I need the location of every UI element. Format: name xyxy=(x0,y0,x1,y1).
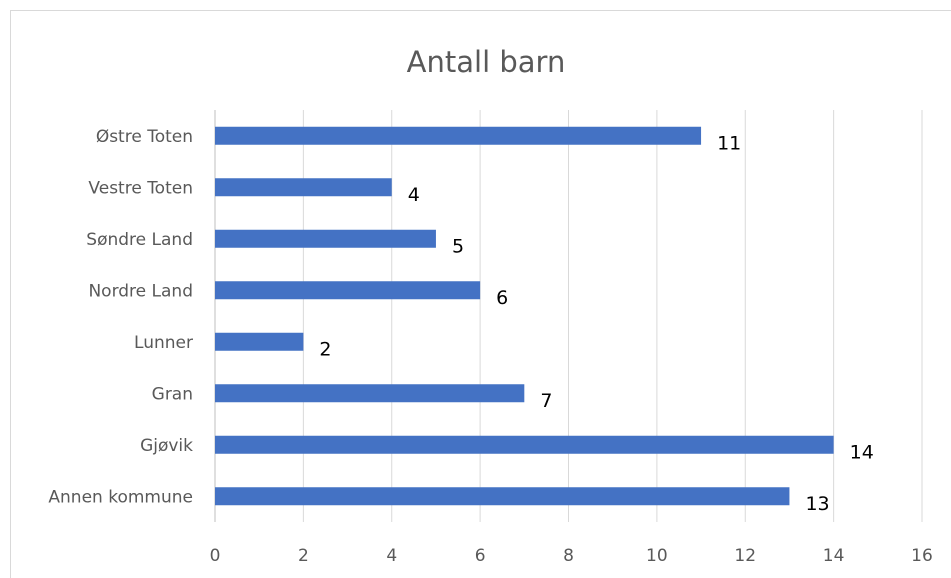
bar xyxy=(215,178,392,197)
bar xyxy=(215,229,436,248)
data-label: 4 xyxy=(408,184,420,206)
y-tick-label: Nordre Land xyxy=(88,281,193,301)
data-label: 6 xyxy=(496,287,508,309)
x-tick-label: 6 xyxy=(475,546,486,566)
data-label: 7 xyxy=(540,390,552,412)
bar xyxy=(215,281,481,300)
data-label: 13 xyxy=(805,493,829,515)
x-tick-label: 4 xyxy=(386,546,397,566)
y-tick-label: Annen kommune xyxy=(48,487,193,507)
y-tick-label: Østre Toten xyxy=(96,127,193,147)
data-label: 5 xyxy=(452,235,464,257)
y-tick-label: Lunner xyxy=(134,333,193,353)
y-tick-label: Søndre Land xyxy=(86,230,193,250)
x-tick-label: 8 xyxy=(563,546,574,566)
y-tick-label: Gjøvik xyxy=(140,436,193,456)
chart-frame xyxy=(10,10,951,578)
data-label: 11 xyxy=(717,132,741,154)
bar xyxy=(215,487,790,506)
x-tick-label: 10 xyxy=(646,546,668,566)
x-tick-label: 16 xyxy=(911,546,933,566)
bar xyxy=(215,435,834,454)
x-tick-label: 12 xyxy=(734,546,756,566)
x-tick-label: 14 xyxy=(823,546,845,566)
x-tick-label: 2 xyxy=(298,546,309,566)
data-label: 14 xyxy=(850,441,874,463)
data-label: 2 xyxy=(319,338,331,360)
y-tick-label: Vestre Toten xyxy=(88,178,193,198)
bar xyxy=(215,126,702,145)
bar xyxy=(215,332,304,351)
x-tick-label: 0 xyxy=(210,546,221,566)
chart-title: Antall barn xyxy=(407,45,566,79)
y-tick-label: Gran xyxy=(152,384,193,404)
bar xyxy=(215,384,525,403)
